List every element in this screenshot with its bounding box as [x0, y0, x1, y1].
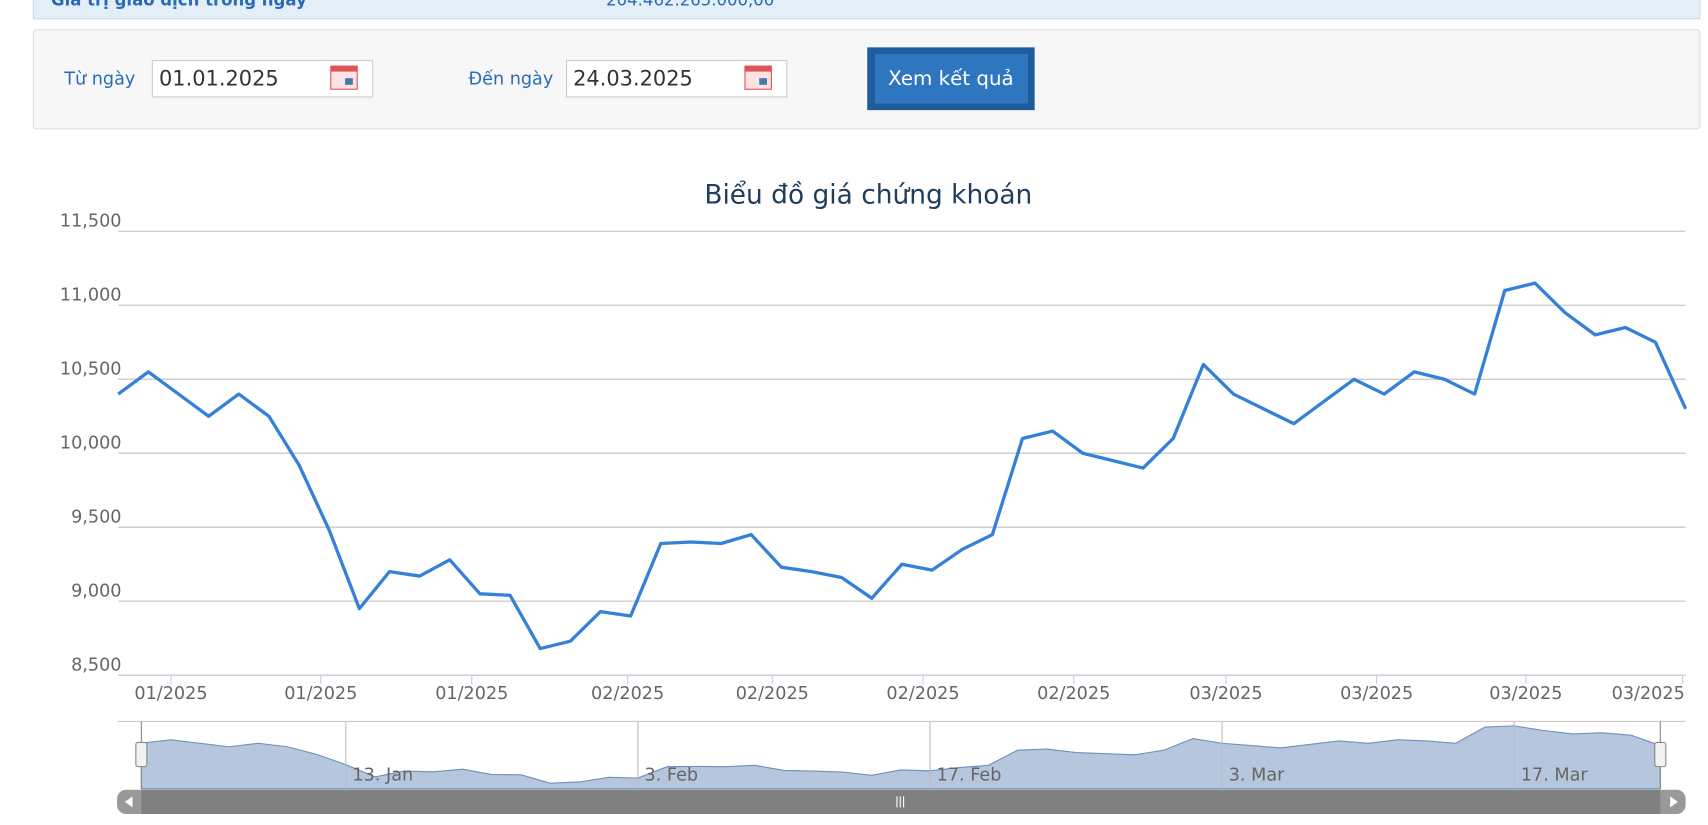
y-tick-label: 10,500 — [60, 359, 122, 379]
calendar-icon[interactable] — [330, 65, 358, 90]
y-tick-label: 8,500 — [71, 655, 121, 675]
header-strip — [32, 0, 1701, 20]
y-tick-label: 10,000 — [60, 433, 122, 453]
calendar-icon[interactable] — [744, 65, 772, 90]
scroll-left[interactable] — [124, 796, 133, 808]
to-value: 24.03.2025 — [573, 66, 693, 90]
x-tick-label: 01/2025 — [435, 684, 508, 704]
filter-box — [32, 29, 1701, 130]
navigator-tick-label: 17. Mar — [1521, 765, 1589, 785]
chart-title: Biểu đồ giá chứng khoán — [704, 180, 1032, 211]
y-tick-label: 9,000 — [71, 581, 121, 601]
y-tick-label: 9,500 — [71, 507, 121, 527]
navigator-tick-label: 3. Mar — [1229, 765, 1285, 785]
to-label: Đến ngày — [468, 68, 553, 89]
x-tick-label: 02/2025 — [736, 684, 809, 704]
x-tick-label: 02/2025 — [591, 684, 664, 704]
x-tick-label: 03/2025 — [1489, 684, 1562, 704]
submit-label: Xem kết quả — [888, 67, 1013, 90]
navigator-tick-label: 13. Jan — [352, 765, 413, 785]
navigator-tick-label: 3. Feb — [645, 765, 699, 785]
navigator-tick-label: 17. Feb — [937, 765, 1002, 785]
x-tick-label: 01/2025 — [134, 684, 207, 704]
navigator-handle[interactable] — [1654, 741, 1667, 768]
header-label: Giá trị giao dịch trong ngày — [51, 0, 307, 10]
y-tick-label: 11,000 — [60, 285, 122, 305]
from-label: Từ ngày — [63, 69, 135, 89]
price-line — [117, 281, 1688, 651]
header-value: 204.462.265.000,00 — [606, 0, 774, 10]
scroll-right[interactable] — [1670, 796, 1678, 808]
submit-button-face — [874, 53, 1029, 104]
x-tick-label: 02/2025 — [886, 684, 959, 704]
x-tick-label: 02/2025 — [1037, 684, 1110, 704]
navigator-handle[interactable] — [135, 741, 148, 768]
x-tick-label: 03/2025 — [1189, 684, 1262, 704]
navigator-area — [140, 725, 1661, 790]
x-tick-label: 01/2025 — [284, 684, 357, 704]
x-tick-label: 03/2025 — [1340, 684, 1413, 704]
from-value: 01.01.2025 — [159, 66, 279, 90]
y-tick-label: 11,500 — [60, 211, 122, 231]
x-tick-label: 03/2025 — [1612, 684, 1685, 704]
